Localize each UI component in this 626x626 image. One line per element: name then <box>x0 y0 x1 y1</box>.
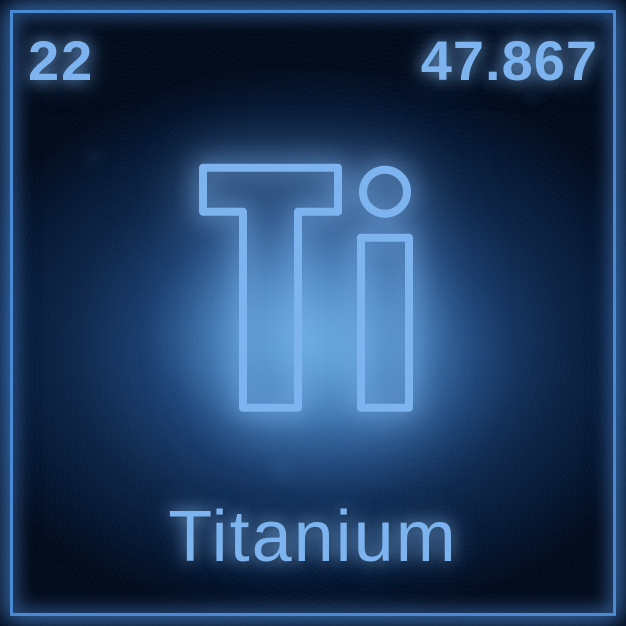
element-name: Titanium <box>168 496 457 578</box>
element-symbol <box>183 148 443 433</box>
atomic-mass: 47.867 <box>421 28 598 93</box>
atomic-number: 22 <box>28 28 94 93</box>
element-tile: 22 47.867 Titanium <box>0 0 626 626</box>
